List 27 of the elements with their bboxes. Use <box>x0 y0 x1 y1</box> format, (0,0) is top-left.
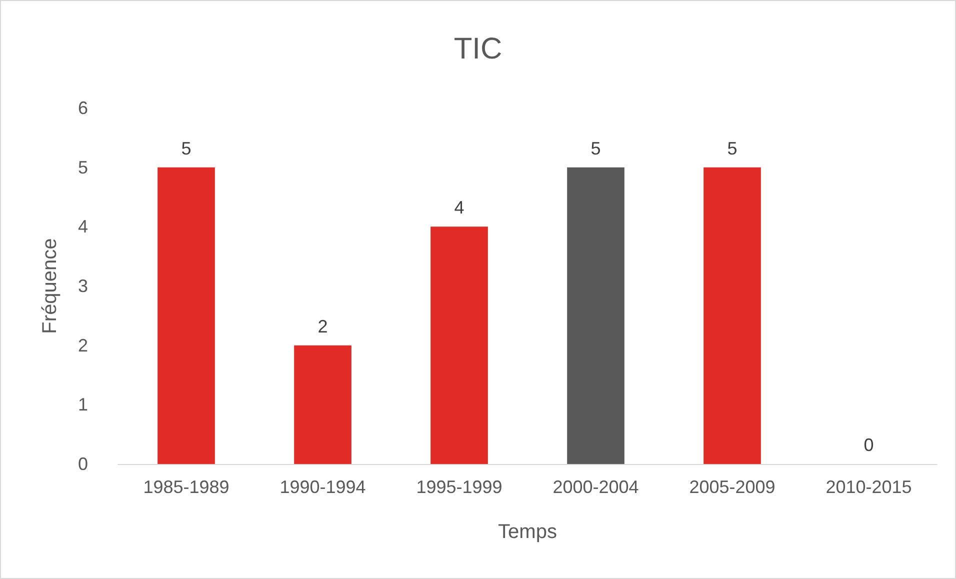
y-tick-label: 0 <box>78 454 88 474</box>
x-tick-label: 1985-1989 <box>143 477 230 497</box>
x-tick-label: 2000-2004 <box>552 477 639 497</box>
data-label: 5 <box>181 138 192 158</box>
y-tick-label: 4 <box>78 216 88 237</box>
bar <box>567 167 624 464</box>
y-tick-label: 6 <box>78 98 88 118</box>
bar <box>294 345 352 464</box>
data-label: 0 <box>864 435 874 455</box>
y-axis-title: Fréquence <box>39 238 61 334</box>
x-tick-label: 2005-2009 <box>689 477 776 497</box>
bar <box>158 167 215 464</box>
data-label: 4 <box>454 198 464 218</box>
bar <box>430 226 488 464</box>
bar <box>704 167 761 464</box>
data-label: 2 <box>318 316 328 336</box>
x-tick-label: 1990-1994 <box>280 477 366 497</box>
x-axis-title: Temps <box>498 521 557 543</box>
y-tick-label: 3 <box>78 276 88 296</box>
chart-title: TIC <box>454 32 502 66</box>
x-tick-label: 1995-1999 <box>416 477 502 497</box>
y-tick-label: 2 <box>78 335 88 356</box>
data-label: 5 <box>727 138 738 158</box>
data-label: 5 <box>590 138 601 158</box>
y-tick-label: 1 <box>78 394 88 415</box>
x-tick-label: 2010-2015 <box>826 477 912 497</box>
y-tick-label: 5 <box>78 157 88 178</box>
